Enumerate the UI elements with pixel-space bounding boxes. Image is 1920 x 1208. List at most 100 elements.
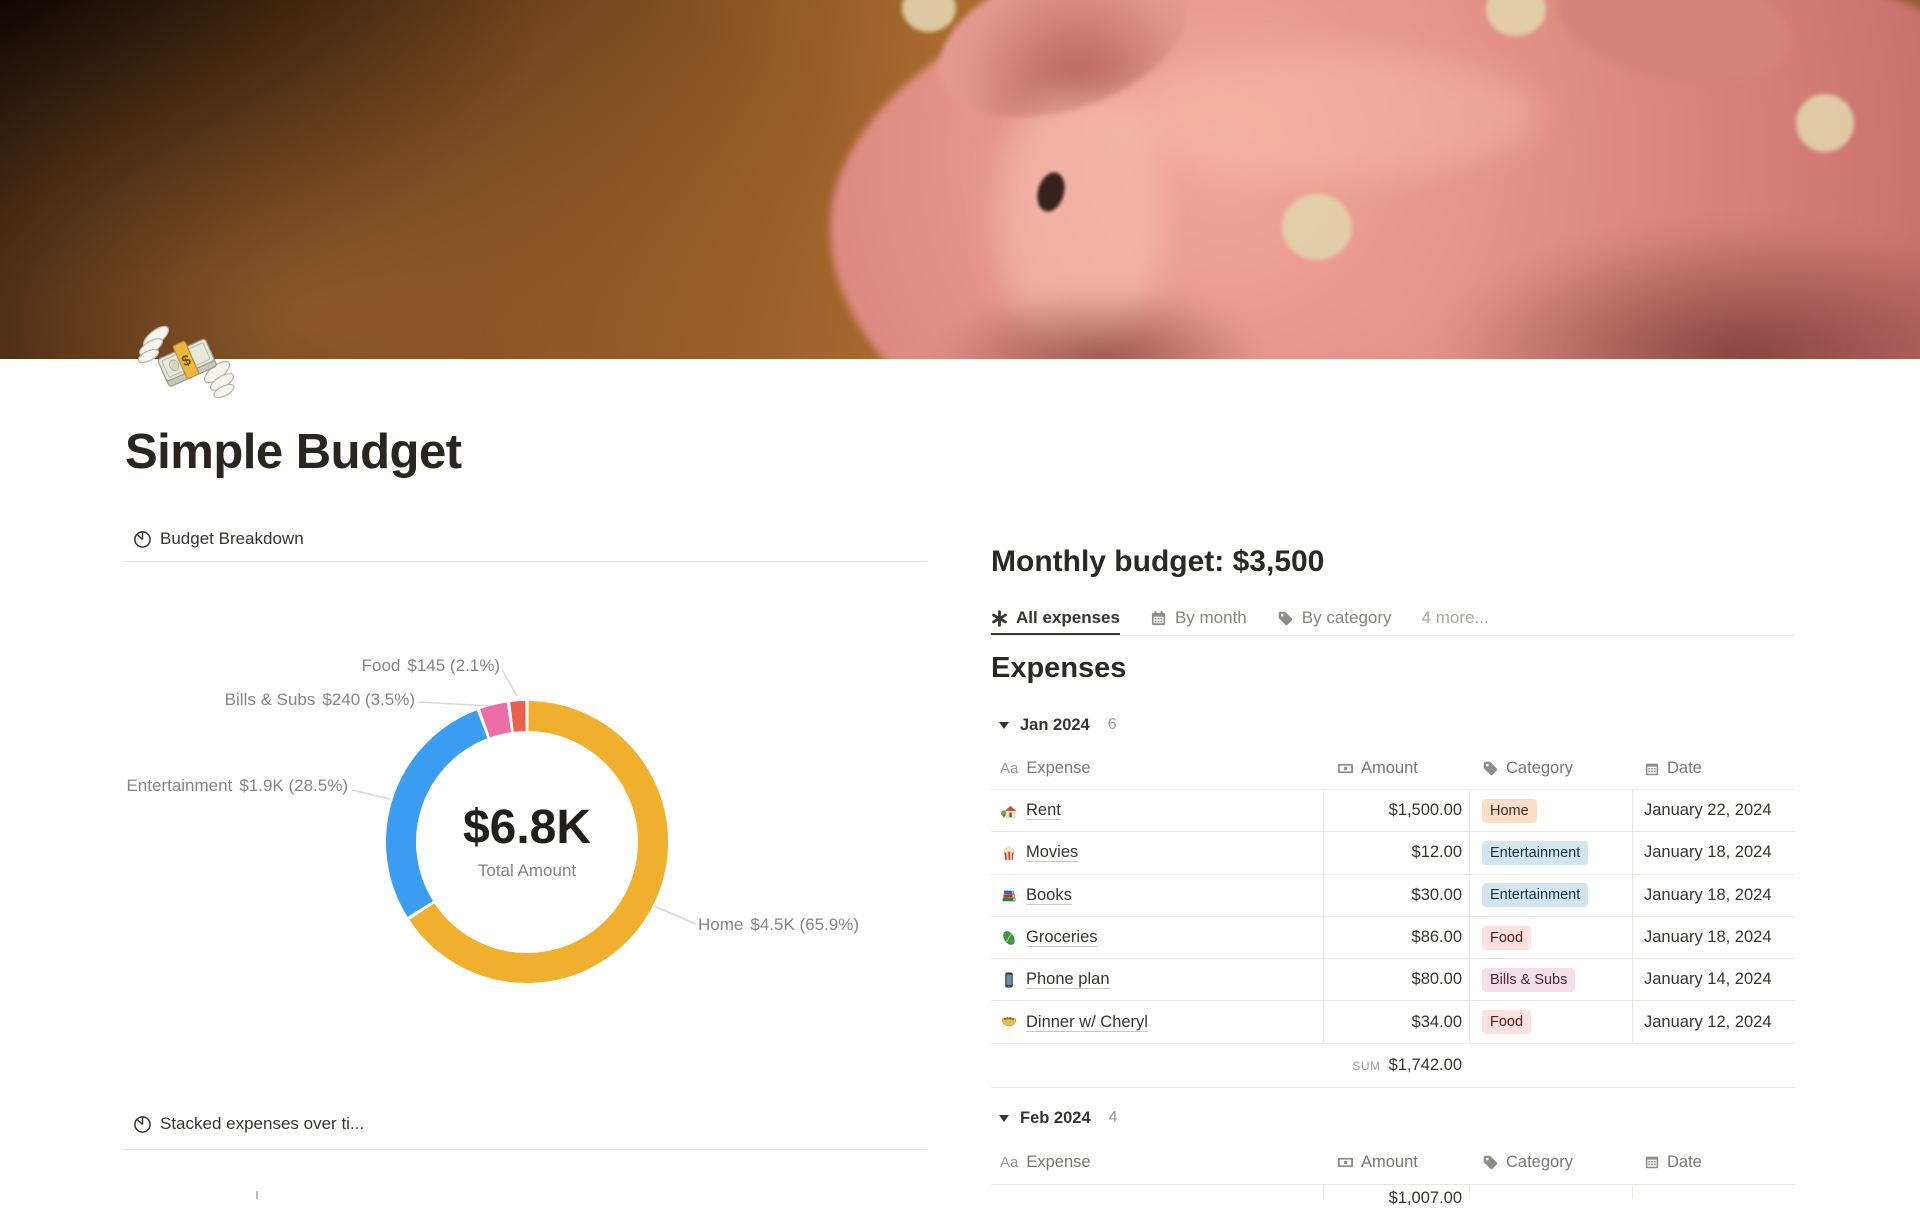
table-row[interactable]: Movies $12.00 Entertainment January 18, …: [991, 832, 1795, 875]
popcorn-icon: [1003, 846, 1015, 860]
monthly-budget-heading: Monthly budget: $3,500: [991, 545, 1325, 578]
expense-cell[interactable]: Dinner w/ Cheryl: [991, 1013, 1323, 1032]
expense-cell[interactable]: Rent: [991, 801, 1323, 820]
table-header-row: Aa Expense Amount Category: [991, 1140, 1795, 1185]
collapse-triangle-icon[interactable]: [999, 1114, 1009, 1122]
category-pill: Entertainment: [1482, 883, 1589, 908]
expense-cell[interactable]: Groceries: [991, 928, 1323, 947]
date-cell: January 14, 2024: [1644, 970, 1772, 989]
house-icon: [1001, 805, 1017, 818]
amount-cell: $1,500.00: [1388, 801, 1462, 820]
table-row[interactable]: Books $30.00 Entertainment January 18, 2…: [991, 875, 1795, 917]
expenses-section-title: Expenses: [991, 652, 1127, 684]
sum-value: $1,742.00: [1388, 1055, 1462, 1074]
header-amount[interactable]: Amount: [1323, 1153, 1469, 1172]
tag-icon: [1483, 1155, 1498, 1169]
expense-cell[interactable]: Books: [991, 886, 1323, 905]
donut-segment-home: [409, 701, 668, 983]
calendar-icon: [1151, 610, 1166, 625]
column-divider: [1323, 790, 1324, 1044]
column-divider: [1632, 1186, 1633, 1199]
table-row[interactable]: Groceries $86.00 Food January 18, 2024: [991, 917, 1795, 960]
table-row[interactable]: Rent $1,500.00 Home January 22, 2024: [991, 790, 1795, 833]
column-divider: [1632, 790, 1633, 1044]
donut-segment-food: [510, 701, 526, 732]
donut-segment-entertainment: [386, 710, 488, 917]
pie-chart-icon: [134, 530, 151, 548]
category-pill: Home: [1482, 798, 1537, 823]
column-divider: [1323, 1186, 1324, 1199]
table-header-row: Aa Expense Amount Category: [991, 748, 1795, 790]
amount-cell: $12.00: [1411, 843, 1462, 862]
tab-by-category[interactable]: By category: [1277, 600, 1392, 636]
group-count: 6: [1107, 716, 1117, 733]
budget-breakdown-block-header: Budget Breakdown: [133, 528, 304, 550]
donut-segment-bills-subs: [480, 702, 512, 738]
page-icon-money-with-wings[interactable]: $: [136, 310, 236, 410]
piggy-polka-dot: [1282, 194, 1352, 260]
tag-icon: [1483, 761, 1498, 776]
header-category[interactable]: Category: [1469, 759, 1632, 778]
piggy-polka-dot: [902, 0, 956, 32]
collapse-triangle-icon[interactable]: [999, 721, 1009, 729]
column-divider: [1469, 790, 1470, 1044]
header-expense[interactable]: Aa Expense: [1000, 1152, 1091, 1171]
chart-callout-home: Home $4.5K (65.9%): [698, 915, 860, 934]
category-pill: Entertainment: [1482, 840, 1589, 865]
date-cell: January 18, 2024: [1644, 843, 1772, 862]
page-title: Simple Budget: [125, 425, 462, 479]
header-expense[interactable]: Aa Expense: [1000, 759, 1091, 777]
books-icon: [1002, 890, 1016, 902]
tag-icon: [1278, 611, 1292, 625]
calendar-icon: [1645, 1156, 1659, 1169]
donut-total-value: $6.8K: [462, 801, 592, 854]
category-pill: Food: [1482, 925, 1532, 950]
date-cell: January 12, 2024: [1644, 1012, 1772, 1031]
stacked-chart-top-sliver: [256, 1191, 258, 1199]
asterisk-icon: [992, 609, 1007, 627]
date-cell: January 22, 2024: [1644, 801, 1772, 820]
chart-callout-bills-subs: Bills & Subs $240 (3.5%): [224, 690, 415, 709]
view-tabs: All expenses By month By category 4 more…: [991, 600, 1795, 636]
leader-line-bills: [417, 701, 492, 707]
banknote-icon: [1337, 1157, 1354, 1167]
table-row[interactable]: Phone plan $80.00 Bills & Subs January 1…: [991, 959, 1795, 1002]
header-category[interactable]: Category: [1469, 1153, 1632, 1172]
header-date[interactable]: Date: [1632, 1153, 1795, 1172]
amount-cell: $80.00: [1411, 970, 1462, 989]
donut-chart: [351, 669, 697, 983]
amount-cell: $34.00: [1411, 1012, 1462, 1031]
expense-cell[interactable]: Phone plan: [991, 970, 1323, 989]
leader-line-home: [653, 905, 697, 925]
table-row[interactable]: Dinner w/ Cheryl $34.00 Food January 12,…: [991, 1001, 1795, 1044]
header-amount[interactable]: Amount: [1323, 759, 1469, 778]
tab-by-month[interactable]: By month: [1150, 600, 1247, 636]
amount-cell: $86.00: [1411, 928, 1462, 947]
block-title: Budget Breakdown: [160, 529, 304, 548]
block-title: Stacked expenses over ti...: [160, 1114, 365, 1133]
header-date[interactable]: Date: [1632, 759, 1795, 778]
cover-photo-piggy-bank: [0, 0, 1920, 359]
date-cell: January 18, 2024: [1644, 928, 1772, 947]
amount-cell: $30.00: [1411, 885, 1462, 904]
divider: [123, 561, 927, 562]
expense-cell[interactable]: Movies: [991, 843, 1323, 862]
tab-all-expenses[interactable]: All expenses: [991, 600, 1120, 636]
pie-chart-icon: [134, 1115, 151, 1133]
leafy-green-icon: [1003, 930, 1015, 945]
leader-line-entertainment: [351, 789, 391, 800]
group-header-jan-2024[interactable]: Jan 2024 6: [991, 712, 1117, 738]
column-divider: [1469, 1186, 1470, 1199]
expenses-table-feb: Aa Expense Amount Category: [991, 1140, 1795, 1185]
tabs-more[interactable]: 4 more...: [1421, 608, 1489, 627]
text-property-icon: Aa: [1000, 1153, 1019, 1171]
expenses-table-jan: Aa Expense Amount Category: [991, 748, 1795, 1088]
mobile-phone-icon: [1005, 972, 1013, 988]
group-header-feb-2024[interactable]: Feb 2024 4: [991, 1105, 1118, 1131]
chart-callout-entertainment: Entertainment $1.9K (28.5%): [126, 776, 348, 795]
budget-donut-chart-block: Food $145 (2.1%) Bills & Subs $240 (3.5%) …: [100, 620, 940, 1000]
category-pill: Bills & Subs: [1482, 967, 1576, 992]
sum-row[interactable]: SUM $1,742.00: [991, 1044, 1795, 1088]
banknote-icon: [1337, 763, 1354, 774]
chart-callout-food: Food $145 (2.1%): [361, 656, 500, 675]
